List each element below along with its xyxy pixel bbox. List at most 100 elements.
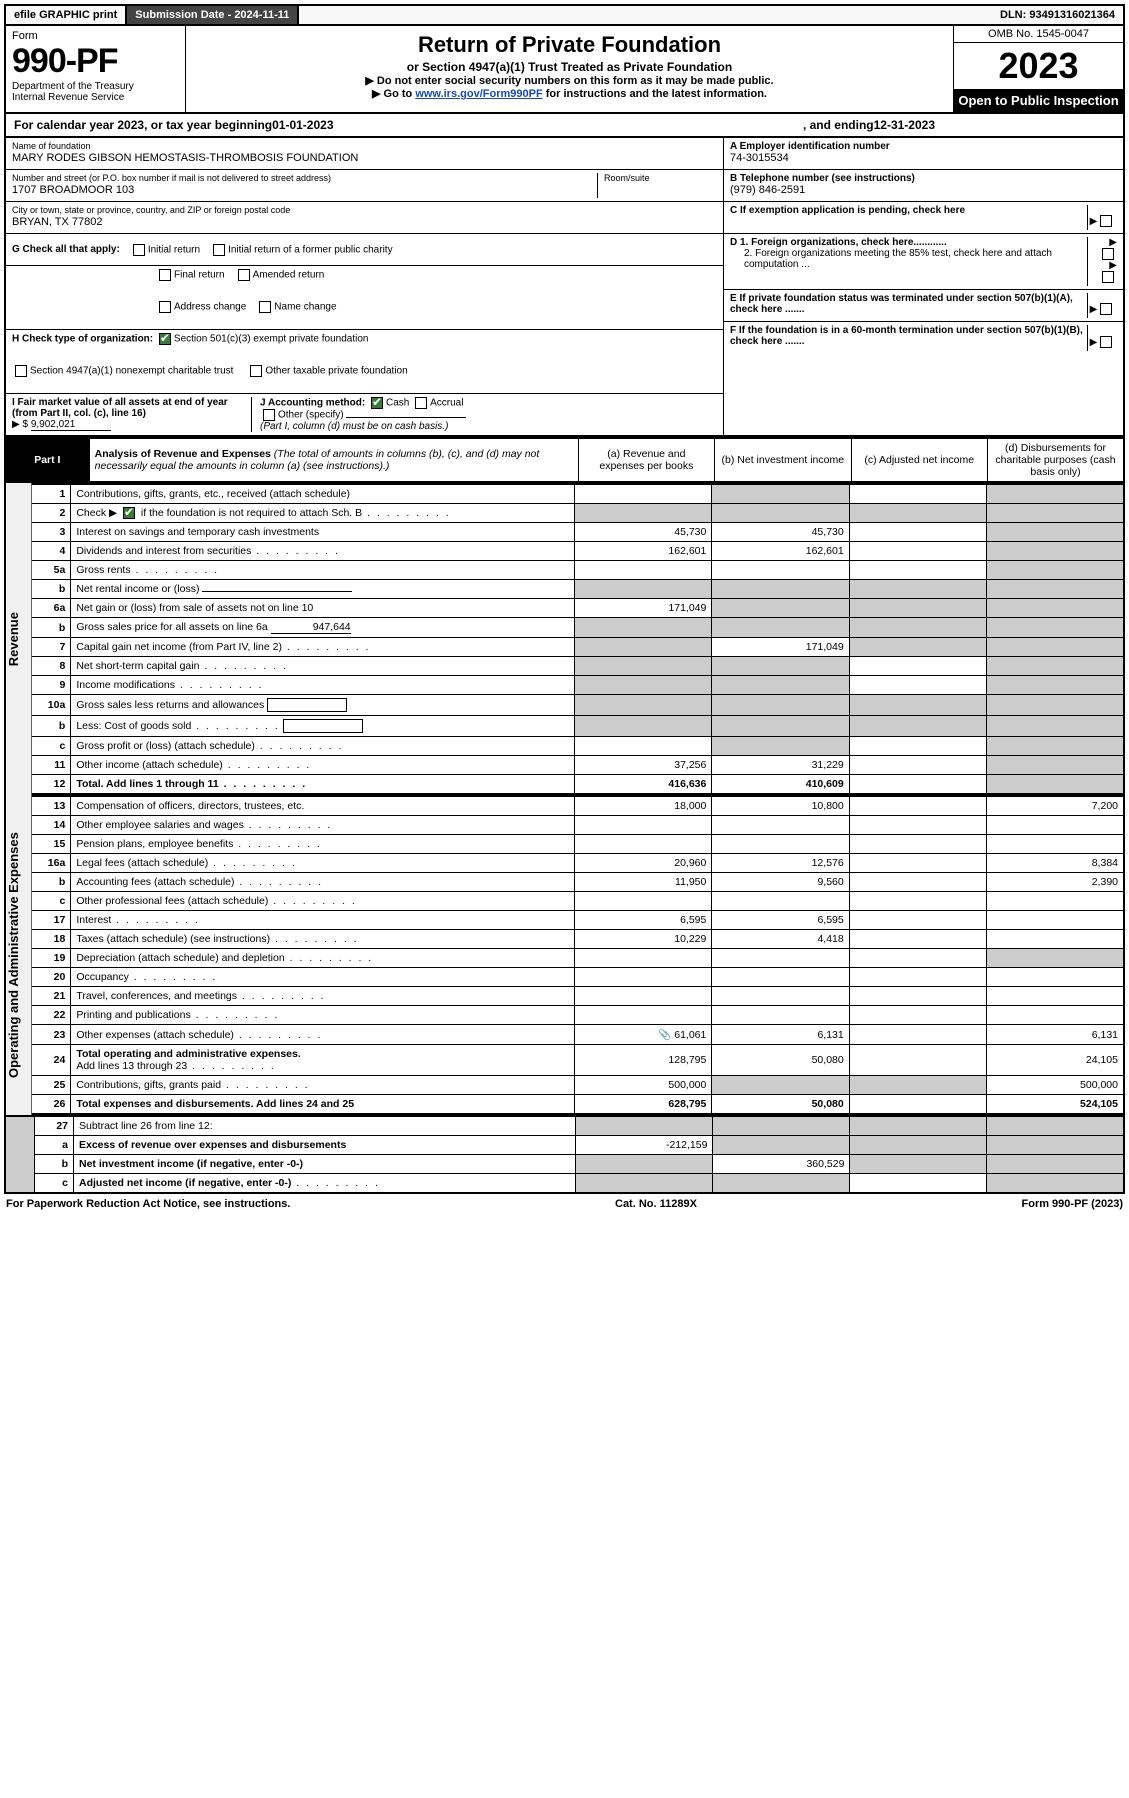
attachment-icon[interactable]: 📎 bbox=[658, 1029, 671, 1041]
table-row: 17Interest6,5956,595 bbox=[32, 911, 1124, 930]
e-cell: E If private foundation status was termi… bbox=[724, 290, 1123, 322]
ck-accrual[interactable] bbox=[415, 397, 427, 409]
ck-address-change[interactable] bbox=[159, 301, 171, 313]
table-row: 26Total expenses and disbursements. Add … bbox=[32, 1095, 1124, 1115]
table-row: 18Taxes (attach schedule) (see instructi… bbox=[32, 930, 1124, 949]
ein: 74-3015534 bbox=[730, 152, 789, 164]
part1-title: Analysis of Revenue and Expenses bbox=[95, 448, 271, 460]
tax-year: 2023 bbox=[954, 43, 1123, 89]
ck-c[interactable] bbox=[1100, 215, 1112, 227]
table-row: 13Compensation of officers, directors, t… bbox=[32, 796, 1124, 816]
tax-year-begin: 01-01-2023 bbox=[272, 118, 333, 132]
ck-initial-return[interactable] bbox=[133, 244, 145, 256]
table-row: 21Travel, conferences, and meetings bbox=[32, 987, 1124, 1006]
table-row: aExcess of revenue over expenses and dis… bbox=[5, 1136, 1124, 1155]
col-b-header: (b) Net investment income bbox=[715, 438, 851, 482]
table-row: cAdjusted net income (if negative, enter… bbox=[5, 1174, 1124, 1194]
ck-e[interactable] bbox=[1100, 303, 1112, 315]
table-row: bNet investment income (if negative, ent… bbox=[5, 1155, 1124, 1174]
revenue-side-label: Revenue bbox=[6, 483, 31, 795]
room-suite-label: Room/suite bbox=[604, 173, 650, 183]
ck-d2[interactable] bbox=[1102, 271, 1114, 283]
ck-f[interactable] bbox=[1100, 336, 1112, 348]
city-row: City or town, state or province, country… bbox=[6, 202, 723, 234]
table-row: 9Income modifications bbox=[32, 676, 1124, 695]
catalog-number: Cat. No. 11289X bbox=[615, 1198, 697, 1210]
ck-4947[interactable] bbox=[15, 365, 27, 377]
note-no-ssn: ▶ Do not enter social security numbers o… bbox=[196, 74, 943, 87]
part1-label: Part I bbox=[5, 438, 89, 482]
tax-year-end: 12-31-2023 bbox=[874, 118, 935, 132]
table-row: 10aGross sales less returns and allowanc… bbox=[32, 695, 1124, 716]
ck-d1[interactable] bbox=[1102, 248, 1114, 260]
open-to-public: Open to Public Inspection bbox=[954, 89, 1123, 112]
table-row: bNet rental income or (loss) bbox=[32, 580, 1124, 599]
table-row: 16aLegal fees (attach schedule)20,96012,… bbox=[32, 854, 1124, 873]
table-row: 3Interest on savings and temporary cash … bbox=[32, 523, 1124, 542]
street-address: 1707 BROADMOOR 103 bbox=[12, 184, 134, 196]
h-row: H Check type of organization: Section 50… bbox=[6, 330, 723, 362]
ck-schb[interactable] bbox=[123, 507, 135, 519]
ck-name-change[interactable] bbox=[259, 301, 271, 313]
entity-block: Name of foundation MARY RODES GIBSON HEM… bbox=[4, 138, 1125, 437]
table-row: 25Contributions, gifts, grants paid500,0… bbox=[32, 1076, 1124, 1095]
city-state-zip: BRYAN, TX 77802 bbox=[12, 216, 103, 228]
ck-other-taxable[interactable] bbox=[250, 365, 262, 377]
tel-cell: B Telephone number (see instructions) (9… bbox=[724, 170, 1123, 202]
d-cell: D 1. Foreign organizations, check here..… bbox=[724, 234, 1123, 290]
table-row: 20Occupancy bbox=[32, 968, 1124, 987]
revenue-section: Revenue 1Contributions, gifts, grants, e… bbox=[4, 483, 1125, 795]
fmv-assets: 9,902,021 bbox=[31, 419, 111, 431]
table-row: 8Net short-term capital gain bbox=[32, 657, 1124, 676]
table-row: 22Printing and publications bbox=[32, 1006, 1124, 1025]
ck-amended-return[interactable] bbox=[238, 269, 250, 281]
table-row: bLess: Cost of goods sold bbox=[32, 716, 1124, 737]
top-bar: efile GRAPHIC print Submission Date - 20… bbox=[4, 4, 1125, 26]
foundation-name-cell: Name of foundation MARY RODES GIBSON HEM… bbox=[6, 138, 723, 170]
form-header: Form 990-PF Department of the Treasury I… bbox=[4, 26, 1125, 114]
table-row: 27Subtract line 26 from line 12: bbox=[5, 1116, 1124, 1136]
table-row: 11Other income (attach schedule)37,25631… bbox=[32, 756, 1124, 775]
table-row: 19Depreciation (attach schedule) and dep… bbox=[32, 949, 1124, 968]
f-cell: F If the foundation is in a 60-month ter… bbox=[724, 322, 1123, 354]
table-row: bAccounting fees (attach schedule)11,950… bbox=[32, 873, 1124, 892]
note-goto: ▶ Go to www.irs.gov/Form990PF for instru… bbox=[196, 87, 943, 100]
form-ref: Form 990-PF (2023) bbox=[1022, 1198, 1123, 1210]
opex-section: Operating and Administrative Expenses 13… bbox=[4, 795, 1125, 1115]
g-check-row: G Check all that apply: Initial return I… bbox=[6, 234, 723, 266]
submission-date: Submission Date - 2024-11-11 bbox=[127, 6, 299, 24]
col-d-header: (d) Disbursements for charitable purpose… bbox=[987, 438, 1124, 482]
form-number: 990-PF bbox=[12, 42, 179, 81]
table-row: 23Other expenses (attach schedule)📎 61,0… bbox=[32, 1025, 1124, 1045]
paperwork-notice: For Paperwork Reduction Act Notice, see … bbox=[6, 1198, 290, 1210]
ck-other-method[interactable] bbox=[263, 409, 275, 421]
ck-cash[interactable] bbox=[371, 397, 383, 409]
table-row: cOther professional fees (attach schedul… bbox=[32, 892, 1124, 911]
opex-side-label: Operating and Administrative Expenses bbox=[6, 795, 31, 1115]
table-row: 5aGross rents bbox=[32, 561, 1124, 580]
i-j-row: I Fair market value of all assets at end… bbox=[6, 394, 723, 435]
table-row: 2Check ▶ if the foundation is not requir… bbox=[32, 504, 1124, 523]
part1-header-table: Part I Analysis of Revenue and Expenses … bbox=[4, 437, 1125, 483]
ein-cell: A Employer identification number 74-3015… bbox=[724, 138, 1123, 170]
ck-501c3[interactable] bbox=[159, 333, 171, 345]
form-title: Return of Private Foundation bbox=[196, 32, 943, 58]
line27-table: 27Subtract line 26 from line 12: aExcess… bbox=[4, 1115, 1125, 1194]
table-row: 12Total. Add lines 1 through 11416,63641… bbox=[32, 775, 1124, 795]
irs-label: Internal Revenue Service bbox=[12, 92, 179, 103]
table-row: 6aNet gain or (loss) from sale of assets… bbox=[32, 599, 1124, 618]
telephone: (979) 846-2591 bbox=[730, 184, 805, 196]
table-row: 15Pension plans, employee benefits bbox=[32, 835, 1124, 854]
ck-final-return[interactable] bbox=[159, 269, 171, 281]
dln: DLN: 93491316021364 bbox=[992, 6, 1123, 24]
form-subtitle: or Section 4947(a)(1) Trust Treated as P… bbox=[196, 60, 943, 74]
col-a-header: (a) Revenue and expenses per books bbox=[578, 438, 714, 482]
ck-initial-former[interactable] bbox=[213, 244, 225, 256]
form-label: Form bbox=[12, 30, 179, 42]
table-row: cGross profit or (loss) (attach schedule… bbox=[32, 737, 1124, 756]
calendar-year-row: For calendar year 2023, or tax year begi… bbox=[4, 114, 1125, 138]
irs-link[interactable]: www.irs.gov/Form990PF bbox=[415, 88, 542, 100]
table-row: 7Capital gain net income (from Part IV, … bbox=[32, 638, 1124, 657]
dept-treasury: Department of the Treasury bbox=[12, 81, 179, 92]
foundation-name: MARY RODES GIBSON HEMOSTASIS-THROMBOSIS … bbox=[12, 152, 358, 164]
